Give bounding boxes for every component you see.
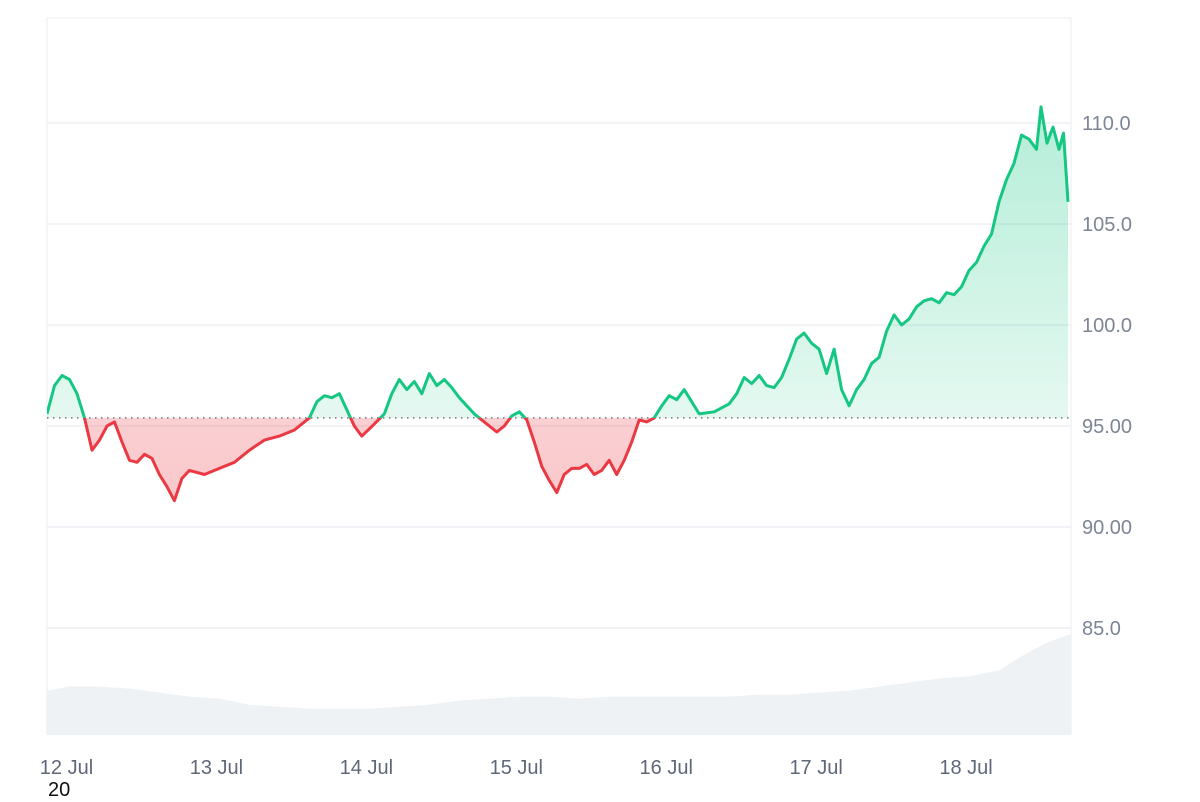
plot-frame bbox=[46, 17, 1072, 735]
volume-area-shape bbox=[47, 634, 1071, 735]
price-line-down bbox=[82, 417, 656, 503]
x-tick-label: 12 Jul bbox=[40, 757, 93, 779]
x-tick-label: 14 Jul bbox=[340, 757, 393, 779]
y-axis: 85.0 90.00 95.00 100.0 105.0 110.0 bbox=[1082, 113, 1132, 640]
x-tick-label: 17 Jul bbox=[789, 757, 842, 779]
y-tick-label: 95.00 bbox=[1082, 416, 1132, 438]
price-fill-up bbox=[47, 106, 1068, 418]
x-tick-label: 15 Jul bbox=[490, 757, 543, 779]
y-tick-label: 110.0 bbox=[1082, 113, 1131, 135]
y-tick-label: 90.00 bbox=[1082, 517, 1132, 539]
price-line bbox=[47, 105, 1070, 503]
x-tick-label: 18 Jul bbox=[939, 757, 992, 779]
price-line-up bbox=[47, 105, 1070, 418]
y-tick-label: 100.0 bbox=[1082, 315, 1132, 337]
y-tick-label: 85.0 bbox=[1082, 618, 1121, 640]
x-axis: 12 Jul 13 Jul 14 Jul 15 Jul 16 Jul 17 Jul 18 J… bbox=[40, 757, 993, 779]
volume-area bbox=[47, 634, 1071, 735]
price-fill bbox=[47, 106, 1068, 501]
price-fill-down bbox=[84, 417, 655, 501]
corner-note: 20 bbox=[48, 779, 71, 801]
x-tick-label: 16 Jul bbox=[640, 757, 693, 779]
x-tick-label: 13 Jul bbox=[190, 757, 243, 779]
y-tick-label: 105.0 bbox=[1082, 214, 1132, 236]
